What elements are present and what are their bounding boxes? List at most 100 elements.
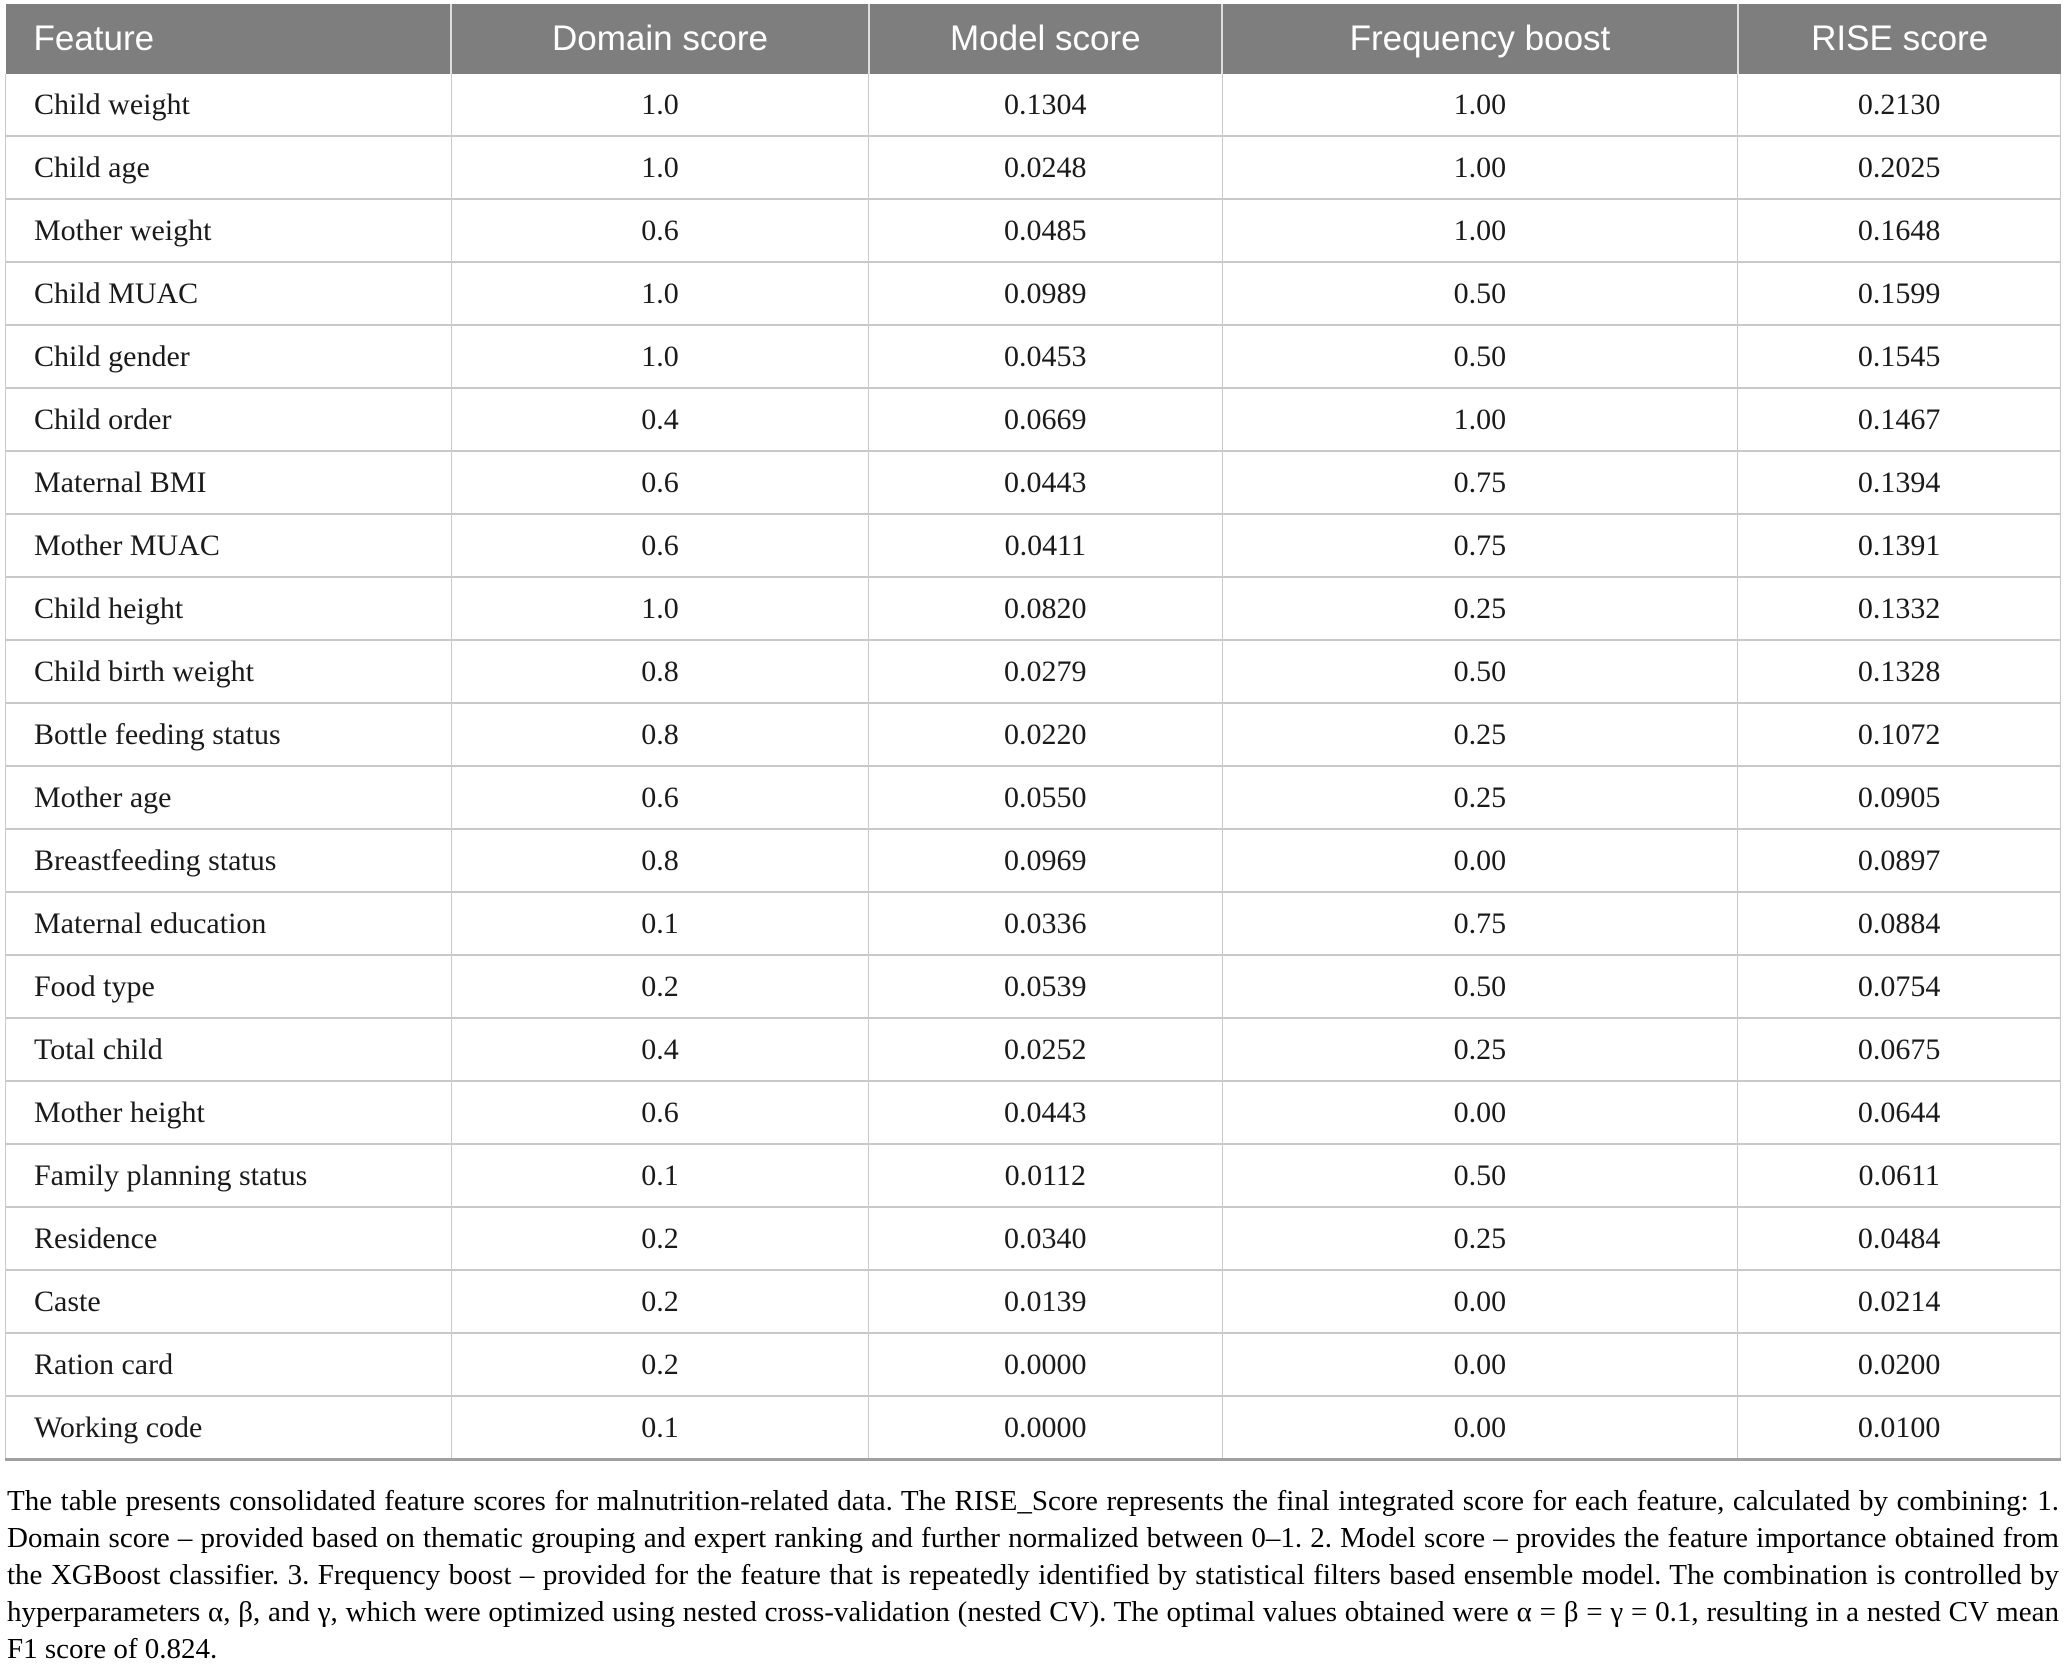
frequency-boost-cell: 0.50 [1221, 325, 1738, 389]
model-score-cell: 0.0969 [868, 829, 1223, 893]
feature-cell: Bottle feeding status [5, 703, 452, 767]
column-header-frequency-boost: Frequency boost [1221, 4, 1738, 74]
model-score-cell: 0.0248 [868, 136, 1223, 200]
table-row: Total child 0.4 0.0252 0.25 0.0675 [5, 1018, 2061, 1082]
feature-cell: Caste [5, 1270, 452, 1334]
domain-score-cell: 0.2 [450, 955, 869, 1019]
frequency-boost-cell: 1.00 [1221, 388, 1738, 452]
domain-score-cell: 0.8 [450, 829, 869, 893]
model-score-cell: 0.1304 [868, 74, 1223, 137]
model-score-cell: 0.0336 [868, 892, 1223, 956]
model-score-cell: 0.0139 [868, 1270, 1223, 1334]
header-row: Feature Domain score Model score Frequency … [5, 4, 2061, 74]
feature-cell: Breastfeeding status [5, 829, 452, 893]
table-row: Child MUAC 1.0 0.0989 0.50 0.1599 [5, 262, 2061, 326]
domain-score-cell: 0.1 [450, 892, 869, 956]
table-row: Caste 0.2 0.0139 0.00 0.0214 [5, 1270, 2061, 1334]
domain-score-cell: 0.2 [450, 1333, 869, 1397]
domain-score-cell: 1.0 [450, 74, 869, 137]
frequency-boost-cell: 1.00 [1221, 74, 1738, 137]
model-score-cell: 0.0220 [868, 703, 1223, 767]
domain-score-cell: 0.8 [450, 703, 869, 767]
domain-score-cell: 1.0 [450, 136, 869, 200]
frequency-boost-cell: 0.25 [1221, 1018, 1738, 1082]
feature-cell: Residence [5, 1207, 452, 1271]
feature-cell: Total child [5, 1018, 452, 1082]
rise-score-cell: 0.2130 [1737, 74, 2061, 137]
feature-cell: Mother height [5, 1081, 452, 1145]
rise-score-cell: 0.1391 [1737, 514, 2061, 578]
table-row: Breastfeeding status 0.8 0.0969 0.00 0.0897 [5, 829, 2061, 893]
rise-score-cell: 0.1467 [1737, 388, 2061, 452]
frequency-boost-cell: 1.00 [1221, 136, 1738, 200]
model-score-cell: 0.0340 [868, 1207, 1223, 1271]
frequency-boost-cell: 0.50 [1221, 262, 1738, 326]
frequency-boost-cell: 0.25 [1221, 577, 1738, 641]
domain-score-cell: 0.2 [450, 1270, 869, 1334]
rise-score-cell: 0.0884 [1737, 892, 2061, 956]
feature-cell: Child gender [5, 325, 452, 389]
rise-score-cell: 0.0754 [1737, 955, 2061, 1019]
feature-cell: Mother MUAC [5, 514, 452, 578]
table-row: Working code 0.1 0.0000 0.00 0.0100 [5, 1396, 2061, 1461]
frequency-boost-cell: 0.00 [1221, 1396, 1738, 1461]
table-row: Child height 1.0 0.0820 0.25 0.1332 [5, 577, 2061, 641]
domain-score-cell: 0.4 [450, 1018, 869, 1082]
feature-cell: Family planning status [5, 1144, 452, 1208]
table-row: Mother weight 0.6 0.0485 1.00 0.1648 [5, 199, 2061, 263]
model-score-cell: 0.0443 [868, 1081, 1223, 1145]
feature-cell: Child birth weight [5, 640, 452, 704]
frequency-boost-cell: 0.00 [1221, 1081, 1738, 1145]
table-row: Food type 0.2 0.0539 0.50 0.0754 [5, 955, 2061, 1019]
rise-score-cell: 0.1332 [1737, 577, 2061, 641]
table-row: Residence 0.2 0.0340 0.25 0.0484 [5, 1207, 2061, 1271]
frequency-boost-cell: 0.00 [1221, 1270, 1738, 1334]
table-row: Mother height 0.6 0.0443 0.00 0.0644 [5, 1081, 2061, 1145]
feature-cell: Maternal BMI [5, 451, 452, 515]
table-row: Child birth weight 0.8 0.0279 0.50 0.1328 [5, 640, 2061, 704]
model-score-cell: 0.0820 [868, 577, 1223, 641]
rise-score-cell: 0.0214 [1737, 1270, 2061, 1334]
domain-score-cell: 1.0 [450, 577, 869, 641]
domain-score-cell: 0.6 [450, 514, 869, 578]
table-row: Family planning status 0.1 0.0112 0.50 0.061… [5, 1144, 2061, 1208]
frequency-boost-cell: 0.25 [1221, 766, 1738, 830]
frequency-boost-cell: 0.00 [1221, 829, 1738, 893]
model-score-cell: 0.0112 [868, 1144, 1223, 1208]
column-header-rise-score: RISE score [1736, 4, 2061, 74]
domain-score-cell: 1.0 [450, 325, 869, 389]
table-row: Child weight 1.0 0.1304 1.00 0.2130 [5, 74, 2061, 137]
model-score-cell: 0.0000 [868, 1396, 1223, 1461]
model-score-cell: 0.0989 [868, 262, 1223, 326]
feature-cell: Child height [5, 577, 452, 641]
domain-score-cell: 0.6 [450, 1081, 869, 1145]
model-score-cell: 0.0252 [868, 1018, 1223, 1082]
rise-score-cell: 0.1599 [1737, 262, 2061, 326]
frequency-boost-cell: 0.50 [1221, 640, 1738, 704]
domain-score-cell: 0.2 [450, 1207, 869, 1271]
table-row: Maternal education 0.1 0.0336 0.75 0.0884 [5, 892, 2061, 956]
frequency-boost-cell: 0.75 [1221, 892, 1738, 956]
domain-score-cell: 0.4 [450, 388, 869, 452]
table-row: Mother age 0.6 0.0550 0.25 0.0905 [5, 766, 2061, 830]
feature-scores-table: Feature Domain score Model score Frequency … [5, 4, 2061, 1461]
frequency-boost-cell: 1.00 [1221, 199, 1738, 263]
table-row: Child gender 1.0 0.0453 0.50 0.1545 [5, 325, 2061, 389]
domain-score-cell: 1.0 [450, 262, 869, 326]
rise-score-cell: 0.0100 [1737, 1396, 2061, 1461]
rise-score-cell: 0.1328 [1737, 640, 2061, 704]
frequency-boost-cell: 0.50 [1221, 1144, 1738, 1208]
rise-score-cell: 0.0644 [1737, 1081, 2061, 1145]
frequency-boost-cell: 0.50 [1221, 955, 1738, 1019]
feature-cell: Child MUAC [5, 262, 452, 326]
model-score-cell: 0.0279 [868, 640, 1223, 704]
feature-cell: Maternal education [5, 892, 452, 956]
feature-cell: Working code [5, 1396, 452, 1461]
frequency-boost-cell: 0.25 [1221, 703, 1738, 767]
table-row: Bottle feeding status 0.8 0.0220 0.25 0.1072 [5, 703, 2061, 767]
feature-cell: Mother weight [5, 199, 452, 263]
model-score-cell: 0.0443 [868, 451, 1223, 515]
table-row: Mother MUAC 0.6 0.0411 0.75 0.1391 [5, 514, 2061, 578]
model-score-cell: 0.0669 [868, 388, 1223, 452]
